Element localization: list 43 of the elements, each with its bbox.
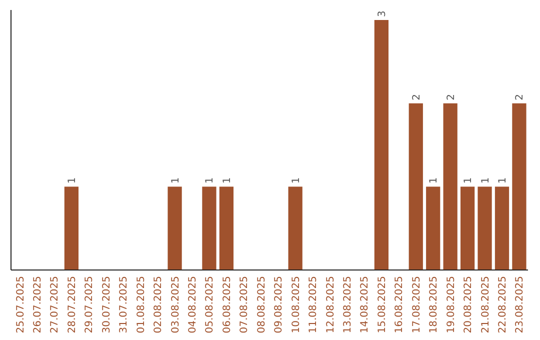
- x-tick-label: 26.07.2025: [32, 276, 44, 334]
- x-tick-label: 07.08.2025: [239, 276, 250, 334]
- data-label: 1: [497, 177, 508, 184]
- x-tick-label: 10.08.2025: [290, 276, 302, 334]
- x-tick-label: 16.08.2025: [394, 276, 406, 334]
- data-label: 1: [480, 177, 492, 184]
- x-tick-label: 30.07.2025: [101, 276, 112, 334]
- data-label: 1: [290, 177, 302, 184]
- data-label: 1: [170, 177, 182, 184]
- x-tick-label: 04.08.2025: [188, 276, 198, 334]
- x-tick-label: 13.08.2025: [342, 276, 354, 334]
- x-tick-label: 27.07.2025: [50, 276, 61, 334]
- x-tick-label: 23.08.2025: [514, 276, 526, 334]
- x-tick-label: 08.08.2025: [256, 276, 268, 334]
- data-label: 2: [514, 94, 526, 100]
- x-tick-label: 01.08.2025: [136, 276, 147, 334]
- x-tick-label: 03.08.2025: [170, 276, 182, 334]
- x-tick-label: 14.08.2025: [360, 276, 371, 334]
- x-tick-label: 05.08.2025: [204, 276, 216, 334]
- data-label: 2: [446, 94, 457, 100]
- data-label: 1: [463, 177, 474, 184]
- data-label: 2: [411, 94, 422, 100]
- x-tick-label: 11.08.2025: [308, 276, 320, 334]
- x-tick-label: 19.08.2025: [446, 276, 457, 334]
- data-label: 3: [376, 10, 388, 17]
- x-tick-label: 09.08.2025: [274, 276, 285, 334]
- x-tick-label: 02.08.2025: [153, 276, 164, 334]
- data-label: 1: [204, 177, 216, 184]
- x-tick-label: 17.08.2025: [411, 276, 422, 334]
- x-tick-label: 21.08.2025: [480, 276, 492, 334]
- x-tick-label: 06.08.2025: [222, 276, 233, 334]
- data-label: 1: [66, 177, 78, 184]
- x-tick-label: 12.08.2025: [325, 276, 336, 334]
- x-tick-label: 28.07.2025: [66, 276, 78, 334]
- data-label: 1: [428, 177, 440, 184]
- x-tick-label: 22.08.2025: [497, 276, 508, 334]
- data-label: 1: [222, 177, 233, 184]
- x-tick-label: 31.07.2025: [118, 276, 130, 334]
- x-tick-label: 18.08.2025: [428, 276, 440, 334]
- x-tick-label: 29.07.2025: [84, 276, 96, 334]
- x-tick-label: 15.08.2025: [376, 276, 388, 334]
- x-tick-label: 20.08.2025: [463, 276, 474, 334]
- x-tick-label: 25.07.2025: [15, 276, 26, 334]
